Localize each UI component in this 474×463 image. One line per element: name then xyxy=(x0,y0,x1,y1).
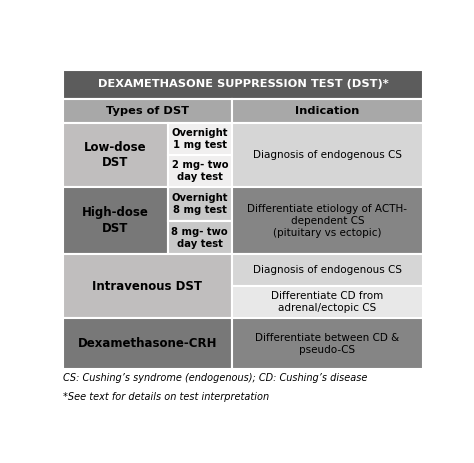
Bar xyxy=(63,123,168,187)
Text: Low-dose
DST: Low-dose DST xyxy=(84,141,146,169)
Bar xyxy=(168,221,232,255)
Text: High-dose
DST: High-dose DST xyxy=(82,206,149,235)
Text: 2 mg- two
day test: 2 mg- two day test xyxy=(172,160,228,182)
Bar xyxy=(232,187,423,255)
Text: Diagnosis of endogenous CS: Diagnosis of endogenous CS xyxy=(253,265,402,275)
Bar xyxy=(63,187,168,255)
Text: DEXAMETHASONE SUPPRESSION TEST (DST)*: DEXAMETHASONE SUPPRESSION TEST (DST)* xyxy=(98,80,388,89)
Bar xyxy=(63,99,232,123)
Bar xyxy=(232,255,423,286)
Text: Dexamethasone-CRH: Dexamethasone-CRH xyxy=(78,337,217,350)
Text: 8 mg- two
day test: 8 mg- two day test xyxy=(172,226,228,249)
Bar xyxy=(232,286,423,318)
Text: Intravenous DST: Intravenous DST xyxy=(92,280,202,293)
Text: Diagnosis of endogenous CS: Diagnosis of endogenous CS xyxy=(253,150,402,160)
Text: Differentiate etiology of ACTH-
dependent CS
(pituitary vs ectopic): Differentiate etiology of ACTH- dependen… xyxy=(247,204,408,238)
Bar xyxy=(232,123,423,187)
Bar xyxy=(63,255,232,318)
Bar xyxy=(168,155,232,187)
Bar xyxy=(63,318,232,369)
Text: Indication: Indication xyxy=(295,106,360,116)
Text: Differentiate between CD &
pseudo-CS: Differentiate between CD & pseudo-CS xyxy=(255,332,400,355)
Text: *See text for details on test interpretation: *See text for details on test interpreta… xyxy=(63,393,269,402)
Text: CS: Cushing’s syndrome (endogenous); CD: Cushing’s disease: CS: Cushing’s syndrome (endogenous); CD:… xyxy=(63,373,367,383)
Text: Differentiate CD from
adrenal/ectopic CS: Differentiate CD from adrenal/ectopic CS xyxy=(271,291,383,313)
Text: Types of DST: Types of DST xyxy=(106,106,189,116)
Text: Overnight
8 mg test: Overnight 8 mg test xyxy=(172,193,228,215)
Bar xyxy=(168,187,232,221)
Text: Overnight
1 mg test: Overnight 1 mg test xyxy=(172,128,228,150)
Bar xyxy=(232,318,423,369)
Bar xyxy=(168,123,232,155)
Bar xyxy=(63,70,423,99)
Bar xyxy=(232,99,423,123)
